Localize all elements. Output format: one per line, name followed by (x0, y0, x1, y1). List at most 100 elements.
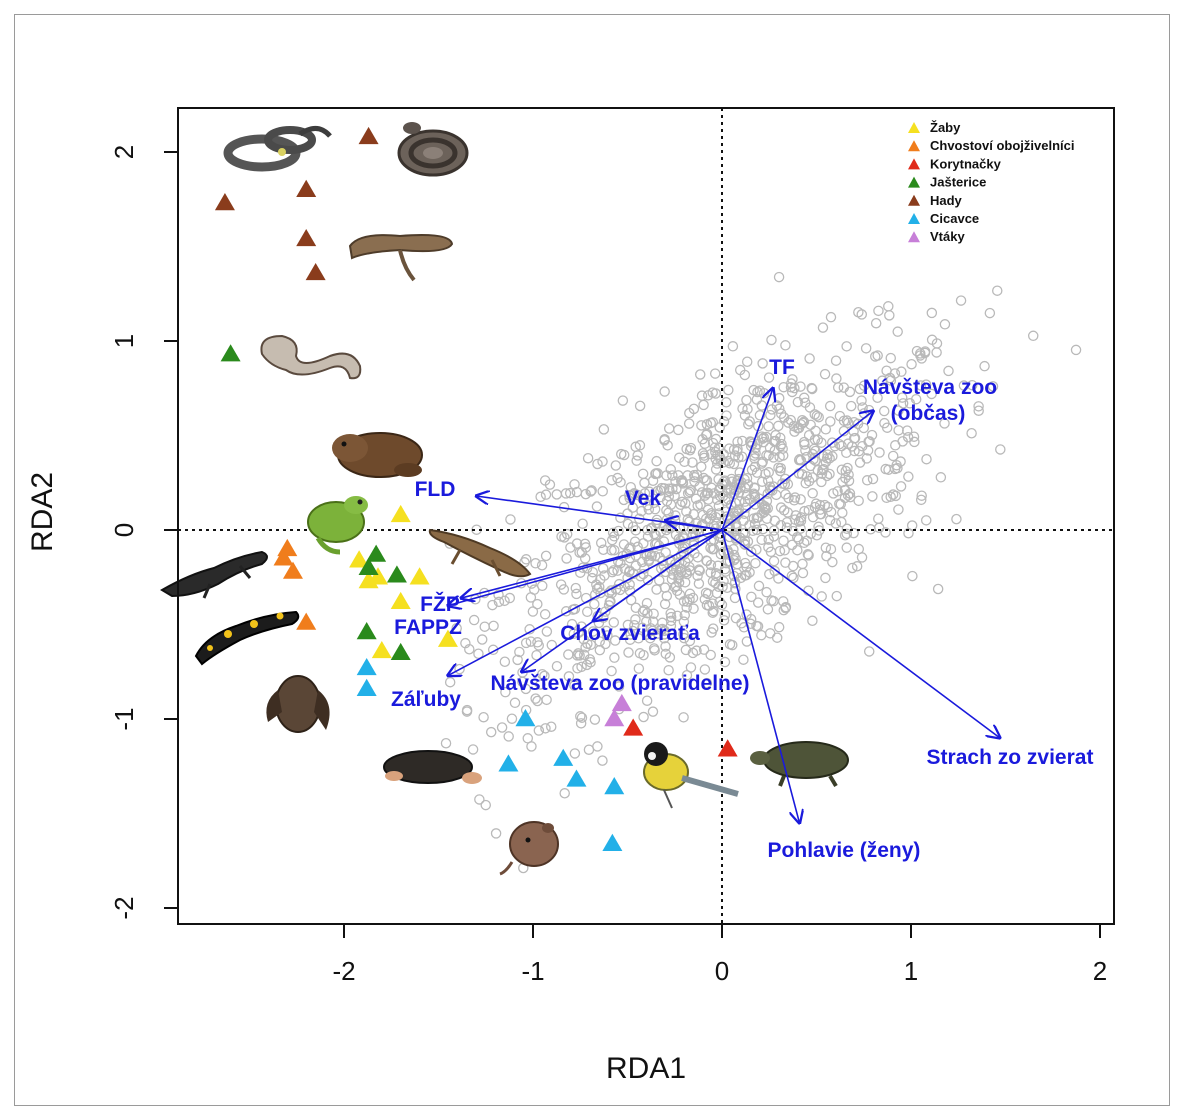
site-point (750, 557, 761, 569)
site-point (892, 326, 903, 337)
species-point-cicavce (553, 748, 574, 766)
site-point (592, 458, 603, 470)
site-point (832, 382, 844, 393)
site-point (728, 458, 740, 470)
site-point (644, 632, 656, 644)
site-point (579, 538, 591, 550)
legend-label-vtaky: Vtáky (930, 229, 965, 244)
site-point (532, 637, 543, 648)
site-point (896, 366, 907, 377)
site-point (659, 433, 670, 445)
site-point (966, 379, 978, 391)
site-point (698, 644, 710, 655)
site-point (731, 558, 743, 570)
axes: -2 -1 0 1 2 -2 -1 0 1 2 RDA1 RDA2 (26, 145, 1107, 1085)
species-point-hady (296, 179, 317, 197)
site-point (634, 440, 646, 451)
species-point-zaby (349, 550, 370, 568)
smooth-snake-photo-icon (348, 234, 454, 282)
arrow-label-navsteva-zoo-obcas-line1: Návšteva zoo (863, 376, 997, 399)
site-point (564, 487, 576, 499)
species-point-zaby (409, 567, 430, 585)
site-point (762, 475, 774, 486)
site-point (782, 478, 794, 490)
site-point (718, 448, 729, 460)
site-point (571, 538, 583, 549)
site-point (920, 515, 932, 526)
site-point (853, 495, 864, 507)
site-point (780, 601, 792, 613)
site-point (648, 497, 660, 509)
site-point (782, 507, 793, 518)
site-point (872, 392, 883, 404)
site-point (777, 450, 789, 461)
site-point (926, 307, 938, 319)
site-point (696, 461, 707, 472)
site-point (710, 464, 722, 475)
site-point (877, 375, 888, 386)
site-point (615, 512, 626, 524)
site-point (721, 410, 732, 421)
site-point (638, 538, 649, 549)
site-point (540, 723, 551, 734)
site-point (627, 521, 639, 532)
site-point (520, 683, 532, 695)
site-point (826, 437, 838, 448)
site-point (747, 438, 758, 450)
site-point (679, 609, 691, 621)
species-point-korytnacky (717, 739, 738, 757)
site-point (820, 456, 832, 468)
site-point (816, 591, 827, 602)
site-point (559, 532, 570, 543)
site-point (681, 566, 692, 578)
site-point (793, 422, 805, 434)
site-point (870, 317, 882, 329)
site-point (655, 491, 666, 503)
site-point (847, 562, 858, 574)
site-point (595, 537, 607, 549)
site-point (670, 564, 682, 576)
site-point (598, 544, 609, 555)
site-point (609, 652, 620, 663)
species-point-vtaky (611, 693, 632, 712)
species-point-chvostovi-obojzivelnici (296, 612, 317, 630)
arrow-fld (476, 496, 723, 531)
site-point (711, 494, 723, 505)
site-point (468, 614, 480, 626)
site-point (532, 695, 543, 707)
species-point-jasterice (356, 622, 377, 640)
site-point (910, 393, 922, 405)
site-point (659, 625, 670, 637)
site-point (601, 625, 612, 637)
site-point (992, 285, 1003, 296)
site-point (667, 470, 678, 481)
site-point (580, 642, 591, 653)
site-point (867, 473, 879, 485)
site-point (896, 392, 908, 403)
site-point (783, 417, 794, 428)
site-point (883, 464, 894, 475)
site-point (825, 543, 837, 555)
site-point (770, 435, 781, 447)
x-tick-label: 1 (904, 956, 918, 986)
site-point (499, 595, 510, 607)
site-point (520, 637, 532, 649)
site-point (765, 409, 776, 421)
site-point (824, 400, 836, 412)
site-point (775, 408, 787, 419)
site-point (820, 542, 832, 553)
site-point (487, 599, 498, 611)
site-point (473, 648, 484, 659)
site-point (608, 617, 620, 628)
site-point (658, 483, 670, 494)
arrow-label-zaluby: Záľuby (391, 688, 461, 711)
site-point (572, 663, 583, 674)
site-point (715, 548, 727, 560)
site-point (598, 424, 610, 435)
site-point (764, 628, 776, 639)
site-point (681, 602, 692, 613)
site-point (576, 712, 588, 723)
site-point (730, 612, 742, 624)
site-point (571, 588, 582, 600)
